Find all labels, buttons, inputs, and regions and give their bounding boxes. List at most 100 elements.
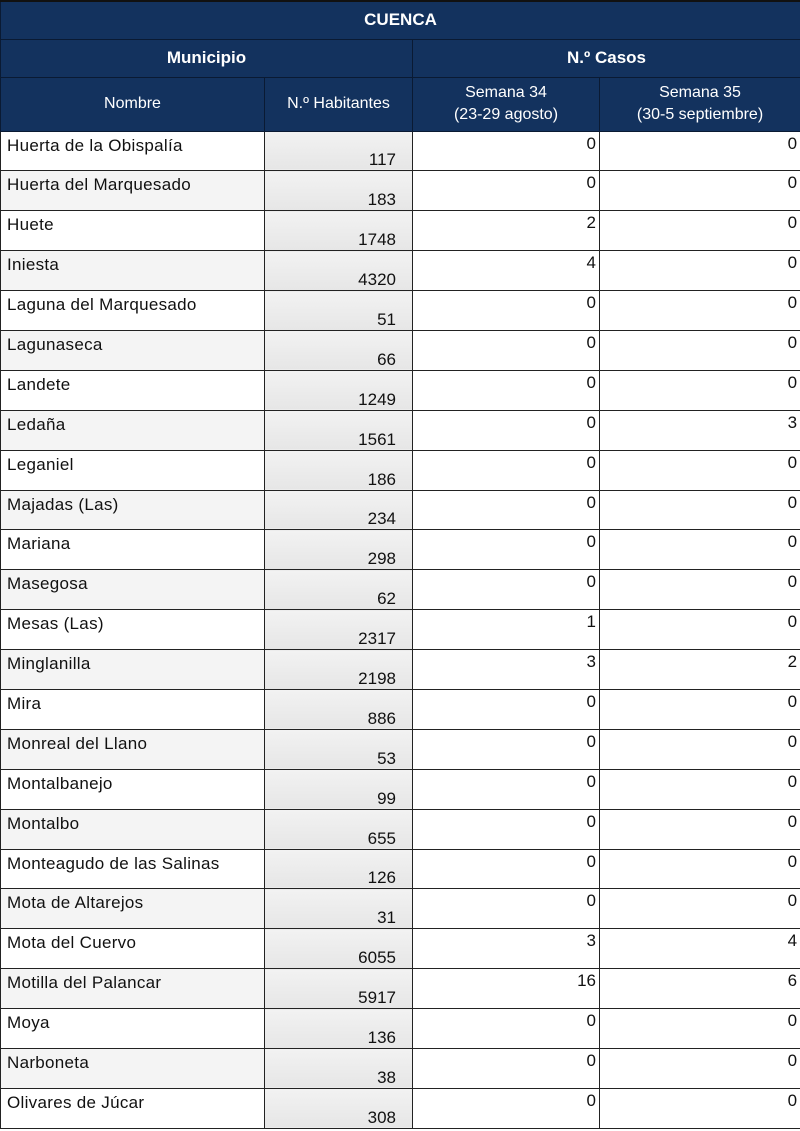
- semana34-cases: 0: [412, 888, 600, 930]
- semana34-cases: 0: [412, 449, 600, 491]
- semana34-cases: 0: [412, 1047, 600, 1089]
- semana34-cases: 0: [412, 1087, 600, 1129]
- municipio-name: Landete: [0, 369, 265, 411]
- semana35-cases: 0: [598, 529, 800, 571]
- table-row: Huerta del Marquesado 183 0 0: [0, 170, 800, 212]
- municipio-header: Municipio: [0, 38, 413, 78]
- table-row: Landete 1249 0 0: [0, 369, 800, 411]
- semana34-cases: 3: [412, 928, 600, 970]
- table-row: Leganiel 186 0 0: [0, 449, 800, 491]
- habitantes-value: 5917: [264, 968, 413, 1010]
- municipio-name: Montalbo: [0, 808, 265, 850]
- municipio-name: Mariana: [0, 529, 265, 571]
- habitantes-value: 234: [264, 489, 413, 531]
- semana35-cases: 0: [598, 728, 800, 770]
- municipio-name: Huete: [0, 210, 265, 252]
- municipio-name: Mira: [0, 688, 265, 730]
- habitantes-value: 308: [264, 1087, 413, 1129]
- table-row: Minglanilla 2198 3 2: [0, 649, 800, 690]
- semana34-cases: 16: [412, 968, 600, 1010]
- habitantes-value: 99: [264, 768, 413, 810]
- semana35-cases: 2: [598, 649, 800, 690]
- semana34-cases: 4: [412, 250, 600, 292]
- table-row: Laguna del Marquesado 51 0 0: [0, 290, 800, 331]
- table-row: Mariana 298 0 0: [0, 529, 800, 571]
- semana34-cases: 0: [412, 1008, 600, 1049]
- semana34-cases: 0: [412, 768, 600, 810]
- table-row: Mira 886 0 0: [0, 688, 800, 730]
- casos-header: N.º Casos: [411, 38, 800, 78]
- table-row: Monteagudo de las Salinas 126 0 0: [0, 848, 800, 890]
- table-row: Olivares de Júcar 308 0 0: [0, 1087, 800, 1129]
- semana35-header: Semana 35 (30-5 septiembre): [598, 76, 800, 132]
- table-row: Huerta de la Obispalía 117 0 0: [0, 130, 800, 172]
- table-title: CUENCA: [0, 0, 800, 40]
- habitantes-header: N.º Habitantes: [264, 76, 413, 132]
- semana34-cases: 0: [412, 728, 600, 770]
- table-row: Masegosa 62 0 0: [0, 569, 800, 611]
- semana35-cases: 0: [598, 449, 800, 491]
- semana34-cases: 0: [412, 369, 600, 411]
- semana34-cases: 1: [412, 609, 600, 651]
- habitantes-value: 1748: [264, 210, 413, 252]
- table-row: Mota del Cuervo 6055 3 4: [0, 928, 800, 970]
- table-row: Narboneta 38 0 0: [0, 1047, 800, 1089]
- municipio-name: Narboneta: [0, 1047, 265, 1089]
- municipio-name: Motilla del Palancar: [0, 968, 265, 1010]
- semana35-cases: 0: [598, 329, 800, 371]
- table-row: Monreal del Llano 53 0 0: [0, 728, 800, 770]
- table-row: Montalbo 655 0 0: [0, 808, 800, 850]
- habitantes-value: 298: [264, 529, 413, 571]
- municipio-name: Laguna del Marquesado: [0, 290, 265, 331]
- table-row: Motilla del Palancar 5917 16 6: [0, 968, 800, 1010]
- semana35-cases: 6: [598, 968, 800, 1010]
- semana35-cases: 0: [598, 1047, 800, 1089]
- habitantes-value: 2198: [264, 649, 413, 690]
- semana35-label: Semana 35: [659, 84, 741, 101]
- municipio-name: Montalbanejo: [0, 768, 265, 810]
- table-row: Iniesta 4320 4 0: [0, 250, 800, 292]
- habitantes-value: 655: [264, 808, 413, 850]
- semana34-cases: 0: [412, 130, 600, 172]
- municipio-name: Iniesta: [0, 250, 265, 292]
- municipio-name: Mota de Altarejos: [0, 888, 265, 930]
- semana34-cases: 0: [412, 688, 600, 730]
- semana34-range: (23-29 agosto): [453, 106, 559, 123]
- semana35-cases: 0: [598, 210, 800, 252]
- semana34-cases: 0: [412, 808, 600, 850]
- semana34-cases: 0: [412, 290, 600, 331]
- semana34-header: Semana 34 (23-29 agosto): [412, 76, 600, 132]
- semana35-range: (30-5 septiembre): [636, 106, 764, 123]
- semana35-cases: 0: [598, 808, 800, 850]
- habitantes-value: 66: [264, 329, 413, 371]
- semana35-cases: 0: [598, 569, 800, 611]
- habitantes-value: 4320: [264, 250, 413, 292]
- municipio-name: Mota del Cuervo: [0, 928, 265, 970]
- habitantes-value: 886: [264, 688, 413, 730]
- table-row: Majadas (Las) 234 0 0: [0, 489, 800, 531]
- semana35-cases: 0: [598, 489, 800, 531]
- table-row: Mesas (Las) 2317 1 0: [0, 609, 800, 651]
- municipio-name: Lagunaseca: [0, 329, 265, 371]
- municipio-name: Ledaña: [0, 409, 265, 451]
- semana34-cases: 0: [412, 409, 600, 451]
- semana34-cases: 3: [412, 649, 600, 690]
- habitantes-value: 6055: [264, 928, 413, 970]
- semana34-cases: 0: [412, 848, 600, 890]
- semana35-cases: 0: [598, 250, 800, 292]
- habitantes-value: 2317: [264, 609, 413, 651]
- nombre-header: Nombre: [0, 76, 265, 132]
- semana35-cases: 3: [598, 409, 800, 451]
- municipio-name: Leganiel: [0, 449, 265, 491]
- table-row: Montalbanejo 99 0 0: [0, 768, 800, 810]
- semana34-cases: 2: [412, 210, 600, 252]
- habitantes-value: 31: [264, 888, 413, 930]
- semana35-cases: 0: [598, 888, 800, 930]
- semana35-cases: 0: [598, 130, 800, 172]
- habitantes-value: 1561: [264, 409, 413, 451]
- semana35-cases: 0: [598, 609, 800, 651]
- habitantes-value: 136: [264, 1008, 413, 1049]
- semana35-cases: 4: [598, 928, 800, 970]
- habitantes-value: 126: [264, 848, 413, 890]
